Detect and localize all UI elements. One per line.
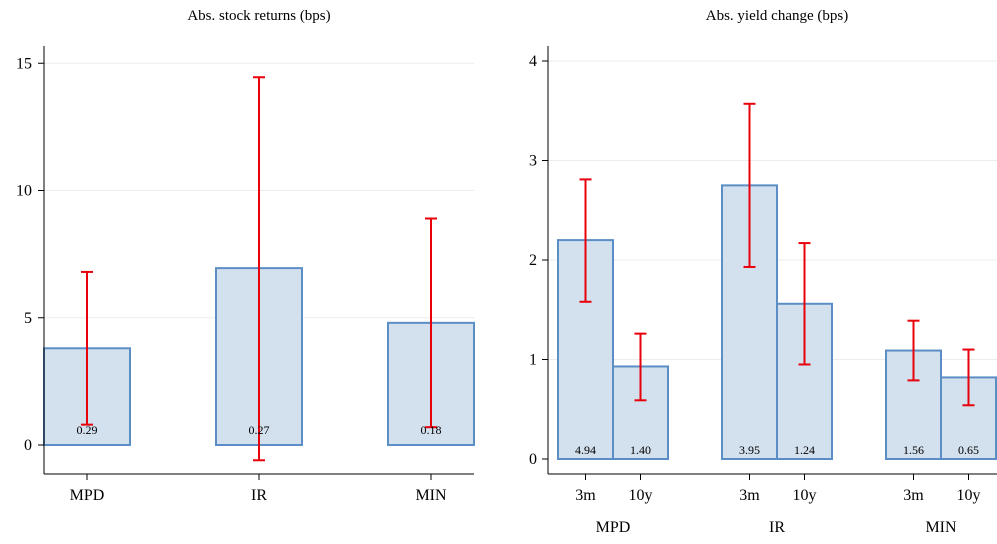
right-y-tick-label: 4: [529, 53, 537, 70]
x-label-mpd: MPD: [70, 487, 105, 504]
left-error-bars: [81, 76, 437, 462]
left-y-tick-label: 0: [24, 437, 32, 454]
error-bar-ir-3m: [743, 102, 756, 268]
x-sublabel-mpd-3m: 3m: [575, 487, 596, 504]
bar-label-ir-10y: 1.24: [794, 443, 815, 457]
left-x-ticks: MPD IR MIN: [70, 474, 447, 504]
error-bar-min-10y: [962, 348, 975, 407]
right-y-ticks: 0 1 2 3 4: [529, 53, 548, 468]
error-bar-ir: [253, 76, 265, 462]
x-sublabel-mpd-10y: 10y: [629, 487, 653, 504]
left-bar-labels: 0.29 0.27 0.18: [77, 423, 442, 437]
x-sublabel-min-10y: 10y: [957, 487, 981, 504]
left-y-tick-label: 15: [16, 55, 32, 72]
left-y-ticks: 0 5 10 15: [16, 55, 44, 454]
x-sublabel-min-3m: 3m: [903, 487, 924, 504]
panel-stock-returns: Abs. stock returns (bps) 0.29 0.27 0.18 0 5…: [16, 8, 475, 504]
bar-label-mpd-3m: 4.94: [575, 443, 596, 457]
title-yield-change: Abs. yield change (bps): [706, 8, 848, 24]
x-label-ir: IR: [251, 487, 267, 504]
bar-label-ir: 0.27: [249, 423, 270, 437]
error-bar-min-3m: [907, 319, 920, 382]
error-bar-ir-10y: [798, 242, 811, 366]
bar-label-mpd: 0.29: [77, 423, 98, 437]
right-y-tick-label: 2: [529, 252, 537, 269]
title-stock-returns: Abs. stock returns (bps): [187, 8, 330, 24]
x-group-label-min: MIN: [925, 519, 957, 536]
error-bar-min: [425, 217, 437, 429]
bar-label-ir-3m: 3.95: [739, 443, 760, 457]
x-sublabel-ir-10y: 10y: [793, 487, 817, 504]
x-label-min: MIN: [415, 487, 447, 504]
right-bar-labels: 4.94 1.40 3.95 1.24 1.56 0.65: [575, 443, 979, 457]
x-group-label-mpd: MPD: [596, 519, 631, 536]
right-y-tick-label: 3: [529, 153, 537, 170]
error-bar-mpd-10y: [634, 332, 647, 402]
bar-label-min-3m: 1.56: [903, 443, 924, 457]
bar-label-mpd-10y: 1.40: [630, 443, 651, 457]
bar-label-min-10y: 0.65: [958, 443, 979, 457]
error-bar-mpd: [81, 270, 93, 426]
bar-label-min: 0.18: [421, 423, 442, 437]
left-y-tick-label: 10: [16, 183, 32, 200]
right-y-tick-label: 1: [529, 352, 537, 369]
x-sublabel-ir-3m: 3m: [739, 487, 760, 504]
right-error-bars: [579, 102, 975, 407]
error-bar-mpd-3m: [579, 178, 592, 303]
left-y-tick-label: 5: [24, 310, 32, 327]
panel-yield-change: Abs. yield change (bps) 4.94 1.40 3.95 1.24…: [529, 8, 997, 536]
x-group-label-ir: IR: [769, 519, 785, 536]
right-y-tick-label: 0: [529, 451, 537, 468]
right-bars: [557, 184, 997, 461]
